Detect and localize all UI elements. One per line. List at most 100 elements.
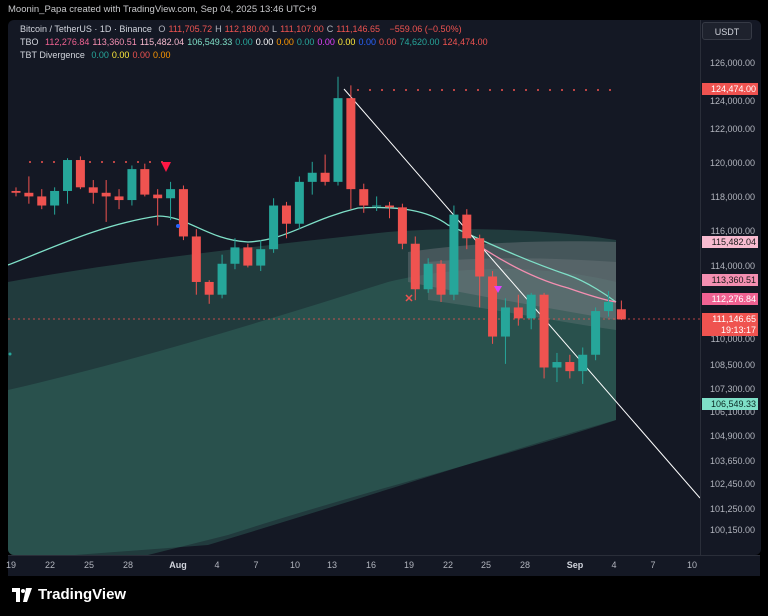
candle bbox=[423, 258, 433, 293]
candle-body bbox=[513, 307, 523, 319]
candle-body bbox=[114, 196, 124, 201]
resistance-dot bbox=[489, 89, 491, 91]
price-tick: 122,000.00 bbox=[709, 124, 755, 134]
candle-body bbox=[616, 309, 626, 320]
candle bbox=[320, 154, 330, 186]
candle-body bbox=[359, 189, 369, 206]
tradingview-icon bbox=[12, 587, 32, 602]
time-tick: 10 bbox=[289, 560, 301, 570]
tbo-value-1: 113,360.51 bbox=[92, 37, 137, 47]
tradingview-logo[interactable]: TradingView bbox=[12, 586, 126, 603]
candle-body bbox=[101, 192, 111, 197]
ohlc-value-1: 112,180.00 bbox=[224, 24, 270, 34]
candle-body bbox=[243, 247, 253, 266]
candle-body bbox=[178, 189, 188, 237]
time-tick: 25 bbox=[83, 560, 95, 570]
candle bbox=[385, 201, 395, 219]
price-chart[interactable] bbox=[8, 20, 700, 555]
sell-signal-marker bbox=[161, 162, 171, 172]
resistance-dot bbox=[357, 89, 359, 91]
candle-body bbox=[281, 205, 291, 224]
candle bbox=[307, 161, 317, 195]
resistance-dots bbox=[29, 89, 611, 163]
tbo-fast-line bbox=[8, 206, 617, 303]
candle-body bbox=[372, 205, 382, 207]
candle-body bbox=[204, 281, 214, 295]
tag-115482: 115,482.04 bbox=[702, 236, 758, 248]
time-tick: 7 bbox=[650, 560, 656, 570]
tbo-value-12: 74,620.00 bbox=[399, 37, 440, 47]
candle-body bbox=[385, 205, 395, 208]
tbo-slow-line bbox=[477, 244, 617, 303]
symbol-name[interactable]: Bitcoin / TetherUS · 1D · Binance bbox=[20, 24, 152, 34]
candle-body bbox=[410, 243, 420, 290]
candle-body bbox=[230, 247, 240, 264]
price-tick: 126,000.00 bbox=[709, 58, 755, 68]
candle-body bbox=[307, 172, 317, 182]
time-tick: Sep bbox=[566, 560, 584, 570]
trendline bbox=[343, 88, 700, 499]
candle bbox=[552, 352, 562, 383]
candle-body bbox=[50, 190, 60, 206]
ohlc-key-L: L bbox=[272, 24, 278, 34]
legend-tbo-row[interactable]: TBO 112,276.84 113,360.51 115,482.04 106,54… bbox=[20, 37, 495, 47]
candle bbox=[372, 196, 382, 211]
candle-body bbox=[75, 160, 85, 188]
tbt-value-3: 0.00 bbox=[152, 50, 171, 60]
price-tick: 120,000.00 bbox=[709, 158, 755, 168]
price-scale[interactable]: 126,000.00 124,000.00 122,000.00 120,000.00… bbox=[700, 20, 761, 555]
candle bbox=[204, 280, 214, 304]
candle-body bbox=[24, 192, 34, 197]
price-tick: 102,450.00 bbox=[709, 479, 755, 489]
plot-area[interactable]: Bitcoin / TetherUS · 1D · Binance O 111,7… bbox=[8, 20, 700, 555]
price-tick: 108,500.00 bbox=[709, 360, 755, 370]
teal-band bbox=[8, 229, 616, 555]
candle-body bbox=[397, 207, 407, 244]
price-tick: 107,300.00 bbox=[709, 384, 755, 394]
legend-tbt-row[interactable]: TBT Divergence 0.00 0.00 0.00 0.00 bbox=[20, 50, 178, 60]
candle bbox=[294, 176, 304, 230]
candle-body bbox=[63, 160, 73, 191]
candle-body bbox=[423, 263, 433, 290]
ohlc-values: O 111,705.72 H 112,180.00 L 111,107.00 C 111,14… bbox=[158, 24, 383, 34]
resistance-dot bbox=[513, 89, 515, 91]
candle bbox=[578, 347, 588, 384]
time-scale[interactable]: 19 22 25 28 Aug 4 7 10 13 16 19 22 25 28 Sep 4 7 10 bbox=[6, 555, 760, 576]
ohlc-value-0: 111,705.72 bbox=[168, 24, 213, 34]
tbt-value-0: 0.00 bbox=[91, 50, 109, 60]
currency-button[interactable]: USDT bbox=[702, 22, 752, 40]
candle bbox=[256, 240, 266, 272]
candle bbox=[230, 238, 240, 270]
price-tick: 106,100.00 bbox=[709, 407, 755, 417]
resistance-dot bbox=[537, 89, 539, 91]
candle bbox=[50, 187, 60, 215]
resistance-dot bbox=[381, 89, 383, 91]
resistance-dot bbox=[89, 161, 91, 163]
candle-body bbox=[256, 249, 266, 266]
resistance-dot bbox=[477, 89, 479, 91]
tbo-value-10: 0.00 bbox=[358, 37, 376, 47]
candle-body bbox=[475, 238, 485, 277]
candle-body bbox=[153, 194, 163, 199]
tbt-value-1: 0.00 bbox=[111, 50, 130, 60]
divergence-marker bbox=[494, 286, 502, 293]
candle bbox=[436, 260, 446, 302]
tbo-value-5: 0.00 bbox=[255, 37, 274, 47]
resistance-dot bbox=[441, 89, 443, 91]
candle-body bbox=[552, 362, 562, 368]
resistance-dot bbox=[501, 89, 503, 91]
tbo-value-11: 0.00 bbox=[378, 37, 397, 47]
ohlc-value-3: 111,146.65 bbox=[336, 24, 380, 34]
gray-band bbox=[408, 241, 616, 320]
tbo-value-13: 124,474.00 bbox=[442, 37, 488, 47]
candle-body bbox=[127, 169, 137, 201]
candle-body bbox=[294, 181, 304, 224]
candle-body bbox=[449, 214, 459, 295]
candle bbox=[140, 163, 150, 197]
candle bbox=[24, 176, 34, 204]
time-tick: 13 bbox=[326, 560, 338, 570]
inner-teal-band bbox=[8, 268, 616, 555]
resistance-dot bbox=[573, 89, 575, 91]
left-dot bbox=[8, 352, 12, 356]
tag-106549: 106,549.33 bbox=[702, 398, 758, 410]
